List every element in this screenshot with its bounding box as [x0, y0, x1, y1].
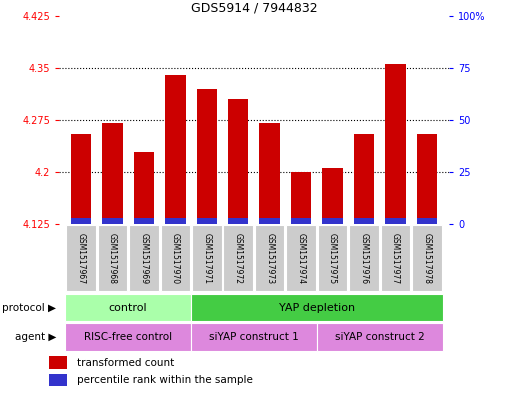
Bar [134, 152, 154, 224]
Text: siYAP construct 2: siYAP construct 2 [335, 332, 425, 342]
Bar [322, 219, 343, 224]
Bar [385, 64, 406, 224]
Bar [196, 88, 217, 224]
Text: GSM1517967: GSM1517967 [76, 233, 86, 284]
Text: siYAP construct 1: siYAP construct 1 [209, 332, 299, 342]
Bar [49, 356, 67, 369]
Bar [134, 219, 154, 224]
Text: GSM1517978: GSM1517978 [422, 233, 431, 284]
Bar [161, 225, 190, 292]
Bar [228, 99, 248, 224]
Text: GSM1517972: GSM1517972 [234, 233, 243, 284]
Bar [66, 225, 96, 292]
Text: RISC-free control: RISC-free control [84, 332, 172, 342]
Bar [255, 225, 284, 292]
Bar [354, 219, 374, 224]
Bar [417, 134, 437, 224]
Bar [196, 219, 217, 224]
Text: GSM1517975: GSM1517975 [328, 233, 337, 284]
Bar [412, 225, 442, 292]
Text: transformed count: transformed count [77, 358, 175, 367]
Text: GSM1517974: GSM1517974 [297, 233, 306, 284]
Text: YAP depletion: YAP depletion [279, 303, 355, 312]
Text: percentile rank within the sample: percentile rank within the sample [77, 375, 253, 385]
Text: GSM1517977: GSM1517977 [391, 233, 400, 284]
Bar [65, 323, 191, 351]
Bar [385, 219, 406, 224]
Bar [165, 219, 186, 224]
Bar [71, 219, 91, 224]
Bar [291, 172, 311, 224]
Text: GSM1517976: GSM1517976 [360, 233, 368, 284]
Title: GDS5914 / 7944832: GDS5914 / 7944832 [191, 2, 317, 15]
Text: GSM1517971: GSM1517971 [202, 233, 211, 284]
Bar [192, 225, 222, 292]
Bar [318, 225, 347, 292]
Bar [102, 219, 123, 224]
Bar [224, 225, 253, 292]
Bar [129, 225, 159, 292]
Bar [286, 225, 316, 292]
Bar [49, 374, 67, 386]
Bar [71, 134, 91, 224]
Bar [417, 219, 437, 224]
Bar [102, 123, 123, 224]
Bar [317, 323, 443, 351]
Bar [260, 219, 280, 224]
Bar [191, 294, 443, 321]
Text: agent ▶: agent ▶ [15, 332, 56, 342]
Bar [228, 219, 248, 224]
Text: GSM1517968: GSM1517968 [108, 233, 117, 284]
Bar [322, 169, 343, 224]
Bar [65, 294, 191, 321]
Text: GSM1517973: GSM1517973 [265, 233, 274, 284]
Bar [260, 123, 280, 224]
Bar [191, 323, 317, 351]
Text: GSM1517969: GSM1517969 [140, 233, 148, 284]
Bar [291, 219, 311, 224]
Text: control: control [109, 303, 147, 312]
Text: protocol ▶: protocol ▶ [3, 303, 56, 312]
Bar [354, 134, 374, 224]
Bar [165, 75, 186, 224]
Text: GSM1517970: GSM1517970 [171, 233, 180, 284]
Bar [97, 225, 127, 292]
Bar [381, 225, 410, 292]
Bar [349, 225, 379, 292]
